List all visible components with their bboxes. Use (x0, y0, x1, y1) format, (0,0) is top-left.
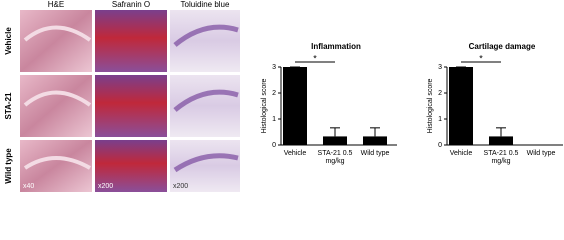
error-bar (330, 127, 340, 137)
error-bar (370, 127, 380, 137)
x-tick-label: Vehicle (449, 150, 473, 157)
bar (449, 67, 473, 145)
column-header: H&E (48, 0, 64, 9)
x-tick-label: STA-21 0.5 mg/kg (317, 150, 353, 165)
bar (363, 136, 387, 145)
figure: H&E Safranin O Toluidine blue Vehicle ST… (4, 0, 563, 192)
row-label: Wild type (4, 148, 13, 184)
y-tick-label: 0 (438, 142, 442, 149)
y-tick-label: 1 (272, 116, 276, 123)
image (95, 10, 167, 72)
bar (489, 136, 513, 145)
y-tick-label: 3 (438, 64, 442, 71)
tissue-band (173, 24, 239, 173)
column-header: Safranin O (112, 0, 150, 9)
histology-grid: H&E Safranin O Toluidine blue Vehicle ST… (4, 0, 240, 192)
y-tick-label: 1 (438, 116, 442, 123)
x-tick-label: Vehicle (283, 150, 307, 157)
tissue-band (23, 25, 92, 170)
magnification: x40 (23, 183, 34, 190)
row-label: Vehicle (4, 27, 13, 55)
image (20, 10, 92, 72)
chart-title: Cartilage damage (469, 42, 536, 51)
y-axis-label: Histological score (261, 78, 268, 133)
image (95, 140, 167, 192)
y-tick-label: 0 (272, 142, 276, 149)
y-tick-label: 2 (438, 90, 442, 97)
row-label: STA-21 (4, 92, 13, 120)
figure-canvas: H&E Safranin O Toluidine blue Vehicle ST… (4, 0, 563, 192)
image (20, 75, 92, 137)
y-tick-label: 2 (272, 90, 276, 97)
bar (323, 136, 347, 145)
image (95, 75, 167, 137)
error-bar (496, 127, 506, 137)
magnification: x200 (173, 183, 188, 190)
x-tick-label: STA-21 0.5 mg/kg (483, 150, 519, 165)
x-tick-label: Wild type (360, 150, 390, 157)
y-axis-label: Histological score (427, 78, 434, 133)
x-tick-label: Wild type (526, 150, 556, 157)
column-header: Toluidine blue (181, 0, 230, 9)
chart-title: Inflammation (311, 42, 361, 51)
significance-mark: * (479, 53, 483, 63)
magnification: x200 (98, 183, 113, 190)
bar (283, 67, 307, 145)
y-tick-label: 3 (272, 64, 276, 71)
significance-mark: * (313, 53, 317, 63)
